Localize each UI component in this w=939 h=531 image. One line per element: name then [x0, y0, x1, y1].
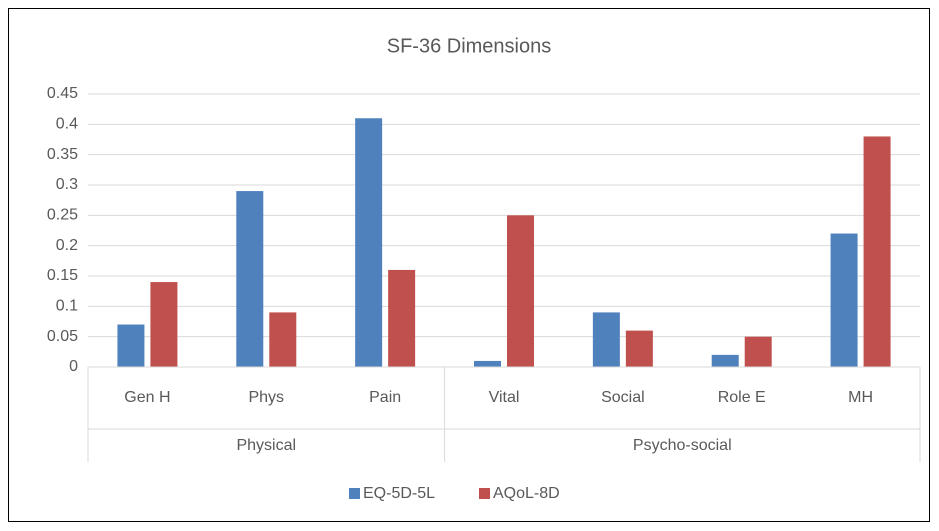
- bar: [117, 324, 145, 367]
- group-label: Psycho-social: [633, 437, 732, 454]
- legend-swatch: [479, 488, 490, 499]
- y-tick-label: 0.4: [56, 116, 78, 133]
- y-tick-label: 0: [69, 358, 78, 375]
- chart-border: [8, 8, 930, 522]
- bar: [830, 233, 858, 367]
- bar: [507, 215, 534, 367]
- y-tick-label: 0.3: [56, 176, 78, 193]
- legend-label: EQ-5D-5L: [363, 485, 435, 502]
- legend-label: AQoL-8D: [493, 485, 560, 502]
- y-tick-label: 0.35: [47, 146, 78, 163]
- x-tick-label: Role E: [718, 389, 766, 406]
- bar: [592, 312, 620, 367]
- bar: [355, 118, 383, 368]
- bar: [744, 336, 772, 367]
- x-tick-label: Pain: [369, 389, 401, 406]
- y-tick-label: 0.2: [56, 237, 78, 254]
- bar: [625, 330, 653, 367]
- group-label: Physical: [236, 437, 296, 454]
- x-tick-label: Phys: [248, 389, 284, 406]
- bar: [269, 312, 297, 367]
- bar: [863, 136, 891, 367]
- y-tick-label: 0.15: [47, 267, 78, 284]
- x-tick-label: Vital: [489, 389, 520, 406]
- x-tick-label: MH: [848, 389, 873, 406]
- x-tick-label: Gen H: [124, 389, 170, 406]
- bar: [388, 269, 416, 367]
- chart-title: SF-36 Dimensions: [387, 35, 552, 57]
- bar: [236, 191, 264, 367]
- y-tick-label: 0.05: [47, 328, 78, 345]
- x-tick-label: Social: [601, 389, 645, 406]
- bar: [474, 360, 501, 367]
- y-tick-label: 0.1: [56, 298, 78, 315]
- legend-swatch: [349, 488, 360, 499]
- y-tick-label: 0.25: [47, 207, 78, 224]
- bar: [711, 354, 739, 367]
- bar: [150, 282, 178, 367]
- y-tick-label: 0.45: [47, 85, 78, 102]
